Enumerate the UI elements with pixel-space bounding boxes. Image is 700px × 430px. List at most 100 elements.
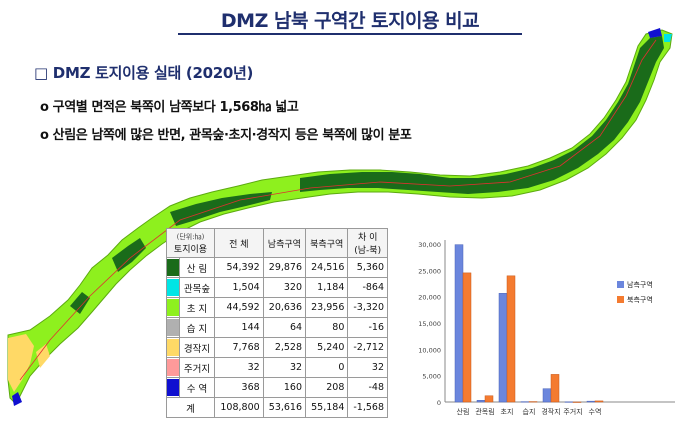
y-tick-label: 5,000: [422, 373, 441, 381]
table-row: 계 108,800 53,616 55,184 -1,568: [166, 397, 388, 418]
row-label: 경작지: [179, 337, 215, 358]
cell-north: 23,956: [305, 297, 349, 318]
cell-total: 368: [213, 377, 264, 398]
legend-swatch: [167, 339, 179, 356]
section-heading: □ DMZ 토지이용 실태 (2020년): [34, 64, 254, 82]
cell-total: 32: [213, 357, 264, 378]
row-label: 계: [166, 397, 215, 418]
row-label: 주거지: [179, 357, 215, 378]
y-tick-label: 20,000: [418, 294, 441, 302]
x-tick-label: 수역: [589, 407, 602, 416]
cell-total: 44,592: [213, 297, 264, 318]
table-row: 주거지 32 32 0 32: [166, 357, 388, 378]
cell-south: 53,616: [262, 397, 307, 418]
map-water-patch: [648, 28, 662, 38]
legend-swatch: [167, 259, 179, 276]
x-tick-label: 주거지: [563, 407, 582, 416]
table-unit: (단위:㏊): [176, 232, 205, 241]
y-tick-label: 0: [437, 399, 441, 407]
map-forest-patch: [170, 192, 272, 226]
bar-north: [528, 401, 538, 403]
cell-south: 2,528: [262, 337, 307, 358]
map-forest-patch: [112, 238, 146, 272]
cell-south: 320: [262, 277, 307, 298]
table-row: 관목숲 1,504 320 1,184 -864: [166, 277, 388, 298]
legend-label: 남측구역: [627, 280, 653, 289]
x-tick-label: 산림: [457, 407, 470, 416]
cell-south: 32: [262, 357, 307, 378]
row-label: 산 림: [179, 257, 215, 278]
table-row: 산 림 54,392 29,876 24,516 5,360: [166, 257, 388, 278]
swatch-cell: [166, 317, 180, 338]
cell-south: 160: [262, 377, 307, 398]
x-tick-label: 습지: [523, 407, 536, 416]
bar-north: [550, 374, 560, 403]
cell-diff: 32: [347, 357, 388, 378]
table-header-diff-label: 차 이: [357, 233, 378, 243]
cell-north: 0: [305, 357, 349, 378]
table-row: 습 지 144 64 80 -16: [166, 317, 388, 338]
map-shrub-patch: [664, 34, 672, 42]
bar-south: [586, 400, 596, 403]
cell-total: 7,768: [213, 337, 264, 358]
table-header-north: 북측구역: [305, 228, 349, 258]
table-header-south: 남측구역: [262, 228, 307, 258]
map-forest-patch: [70, 292, 90, 314]
title-underline: [178, 33, 522, 35]
legend-swatch: [167, 379, 179, 396]
y-tick-label: 30,000: [418, 241, 441, 249]
map-band-grass: [7, 29, 673, 405]
cell-north: 5,240: [305, 337, 349, 358]
swatch-cell: [166, 377, 180, 398]
row-label: 초 지: [179, 297, 215, 318]
y-tick-label: 10,000: [418, 346, 441, 354]
row-label: 관목숲: [179, 277, 215, 298]
bar-south: [476, 400, 486, 403]
cell-north: 1,184: [305, 277, 349, 298]
cell-diff: 5,360: [347, 257, 388, 278]
bar-south: [564, 401, 574, 403]
cell-total: 144: [213, 317, 264, 338]
table-header-landuse: 토지이용: [173, 244, 208, 255]
map-band-forest: [300, 36, 664, 194]
cell-diff: -3,320: [347, 297, 388, 318]
bar-south: [542, 388, 552, 403]
y-tick-label: 25,000: [418, 267, 441, 275]
y-tick-label: 15,000: [418, 320, 441, 328]
map-boundary-line: [19, 39, 657, 381]
cell-south: 64: [262, 317, 307, 338]
swatch-cell: [166, 337, 180, 358]
bar-chart: 0 5,000 10,000 15,000 20,000 25,000 30,000 산림 관목…: [418, 240, 675, 416]
page-title: DMZ 남북 구역간 토지이용 비교: [220, 10, 480, 32]
cell-total: 54,392: [213, 257, 264, 278]
table-row: 초 지 44,592 20,636 23,956 -3,320: [166, 297, 388, 318]
cell-diff: -2,712: [347, 337, 388, 358]
table-header-category: (단위:㏊) 토지이용: [166, 228, 215, 258]
map-crop-patch: [36, 344, 50, 368]
cell-north: 208: [305, 377, 349, 398]
swatch-cell: [166, 297, 180, 318]
bar-north: [572, 401, 582, 403]
x-tick-label: 경작지: [541, 407, 560, 416]
x-tick-label: 관목림: [475, 407, 494, 416]
x-tick-label: 초지: [501, 407, 514, 416]
legend-swatch: [167, 319, 179, 336]
bullet-area: o 구역별 면적은 북쪽이 남쪽보다 1,568㏊ 넓고: [40, 100, 299, 115]
cell-total: 108,800: [213, 397, 264, 418]
cell-north: 80: [305, 317, 349, 338]
cell-north: 55,184: [305, 397, 349, 418]
legend-swatch: [167, 279, 179, 296]
legend-marker: [617, 281, 624, 288]
cell-diff: -1,568: [347, 397, 388, 418]
bar-south: [498, 293, 508, 403]
swatch-cell: [166, 277, 180, 298]
table-header-diff: 차 이 (남-북): [347, 228, 388, 258]
bar-north: [484, 395, 494, 403]
cell-north: 24,516: [305, 257, 349, 278]
row-label: 수 역: [179, 377, 215, 398]
bar-north: [594, 400, 604, 403]
legend-marker: [617, 296, 624, 303]
cell-south: 29,876: [262, 257, 307, 278]
